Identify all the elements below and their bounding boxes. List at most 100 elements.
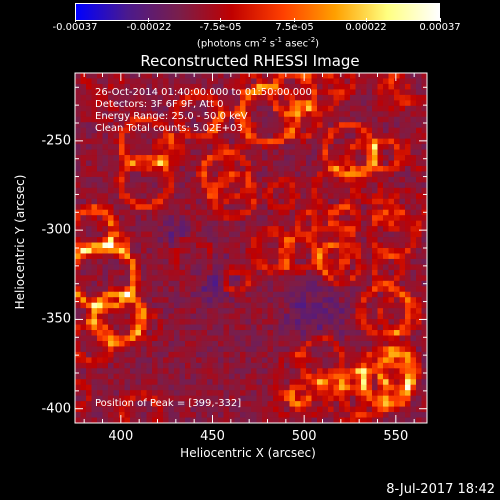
heatmap-cell bbox=[234, 286, 241, 293]
heatmap-cell bbox=[119, 302, 125, 309]
heatmap-cell bbox=[218, 286, 224, 293]
heatmap-cell bbox=[377, 390, 384, 397]
heatmap-cell bbox=[339, 237, 345, 243]
heatmap-cell bbox=[234, 319, 241, 325]
heatmap-cell bbox=[333, 291, 340, 298]
heatmap-cell bbox=[256, 357, 263, 364]
heatmap-cell bbox=[421, 340, 428, 347]
heatmap-cell bbox=[86, 362, 92, 369]
heatmap-cell bbox=[152, 286, 158, 293]
heatmap-cell bbox=[344, 357, 351, 364]
heatmap-cell bbox=[267, 176, 274, 183]
heatmap-cell bbox=[267, 248, 274, 254]
heatmap-cell bbox=[152, 291, 158, 298]
heatmap-cell bbox=[251, 269, 257, 276]
heatmap-cell bbox=[410, 373, 417, 380]
heatmap-cell bbox=[333, 379, 340, 386]
heatmap-cell bbox=[113, 335, 120, 342]
heatmap-cell bbox=[168, 264, 175, 271]
heatmap-cell bbox=[311, 122, 318, 129]
heatmap-cell bbox=[119, 193, 125, 200]
heatmap-cell bbox=[289, 176, 296, 183]
heatmap-cell bbox=[273, 406, 279, 413]
heatmap-cell bbox=[284, 204, 290, 211]
heatmap-cell bbox=[168, 253, 175, 260]
heatmap-cell bbox=[333, 193, 340, 200]
heatmap-cell bbox=[75, 340, 81, 347]
heatmap-cell bbox=[311, 198, 318, 205]
heatmap-cell bbox=[124, 116, 131, 123]
heatmap-cell bbox=[339, 258, 345, 265]
heatmap-cell bbox=[91, 89, 98, 96]
heatmap-cell bbox=[113, 160, 120, 167]
heatmap-cell bbox=[135, 160, 142, 167]
heatmap-cell bbox=[317, 105, 323, 112]
heatmap-cell bbox=[333, 226, 340, 232]
heatmap-cell bbox=[185, 253, 191, 260]
heatmap-cell bbox=[212, 417, 219, 424]
heatmap-cell bbox=[394, 373, 400, 380]
heatmap-cell bbox=[218, 384, 224, 391]
heatmap-cell bbox=[344, 330, 351, 336]
heatmap-cell bbox=[300, 149, 307, 156]
heatmap-cell bbox=[416, 258, 422, 265]
heatmap-cell bbox=[130, 308, 136, 315]
heatmap-cell bbox=[361, 127, 367, 134]
heatmap-cell bbox=[328, 368, 334, 375]
heatmap-cell bbox=[262, 253, 268, 260]
heatmap-cell bbox=[339, 133, 345, 140]
heatmap-cell bbox=[322, 83, 329, 90]
heatmap-cell bbox=[86, 357, 92, 364]
heatmap-cell bbox=[108, 351, 114, 358]
heatmap-cell bbox=[366, 171, 373, 178]
heatmap-cell bbox=[201, 351, 208, 358]
heatmap-cell bbox=[152, 220, 158, 227]
heatmap-cell bbox=[405, 390, 411, 397]
heatmap-cell bbox=[102, 78, 109, 85]
heatmap-cell bbox=[399, 149, 406, 156]
heatmap-cell bbox=[212, 412, 219, 418]
heatmap-cell bbox=[328, 78, 334, 85]
heatmap-cell bbox=[405, 78, 411, 85]
heatmap-cell bbox=[311, 171, 318, 178]
heatmap-cell bbox=[141, 231, 147, 238]
heatmap-cell bbox=[75, 401, 81, 407]
heatmap-cell bbox=[295, 231, 301, 238]
heatmap-cell bbox=[168, 198, 175, 205]
heatmap-cell bbox=[152, 144, 158, 150]
heatmap-cell bbox=[289, 231, 296, 238]
heatmap-cell bbox=[339, 351, 345, 358]
heatmap-cell bbox=[405, 401, 411, 407]
heatmap-cell bbox=[240, 209, 246, 216]
heatmap-cell bbox=[108, 187, 114, 194]
heatmap-cell bbox=[245, 149, 252, 156]
heatmap-cell bbox=[300, 73, 307, 79]
heatmap-cell bbox=[157, 182, 164, 189]
heatmap-cell bbox=[135, 351, 142, 358]
colorbar-tick-mark bbox=[365, 18, 367, 22]
heatmap-cell bbox=[289, 297, 296, 304]
heatmap-cell bbox=[207, 176, 213, 183]
heatmap-cell bbox=[405, 138, 411, 145]
heatmap-cell bbox=[157, 417, 164, 424]
heatmap-cell bbox=[306, 94, 312, 101]
heatmap-cell bbox=[141, 401, 147, 407]
heatmap-cell bbox=[80, 138, 87, 145]
heatmap-cell bbox=[289, 209, 296, 216]
heatmap-cell bbox=[322, 144, 329, 150]
heatmap-cell bbox=[86, 89, 92, 96]
heatmap-cell bbox=[168, 83, 175, 90]
heatmap-cell bbox=[245, 417, 252, 424]
heatmap-cell bbox=[207, 264, 213, 271]
heatmap-cell bbox=[185, 116, 191, 123]
heatmap-cell bbox=[256, 308, 263, 315]
heatmap-cell bbox=[157, 357, 164, 364]
heatmap-cell bbox=[405, 384, 411, 391]
heatmap-cell bbox=[289, 346, 296, 353]
heatmap-cell bbox=[355, 73, 362, 79]
heatmap-cell bbox=[366, 73, 373, 79]
heatmap-cell bbox=[108, 242, 114, 249]
heatmap-cell bbox=[223, 127, 230, 134]
heatmap-cell bbox=[157, 138, 164, 145]
heatmap-cell bbox=[97, 198, 103, 205]
